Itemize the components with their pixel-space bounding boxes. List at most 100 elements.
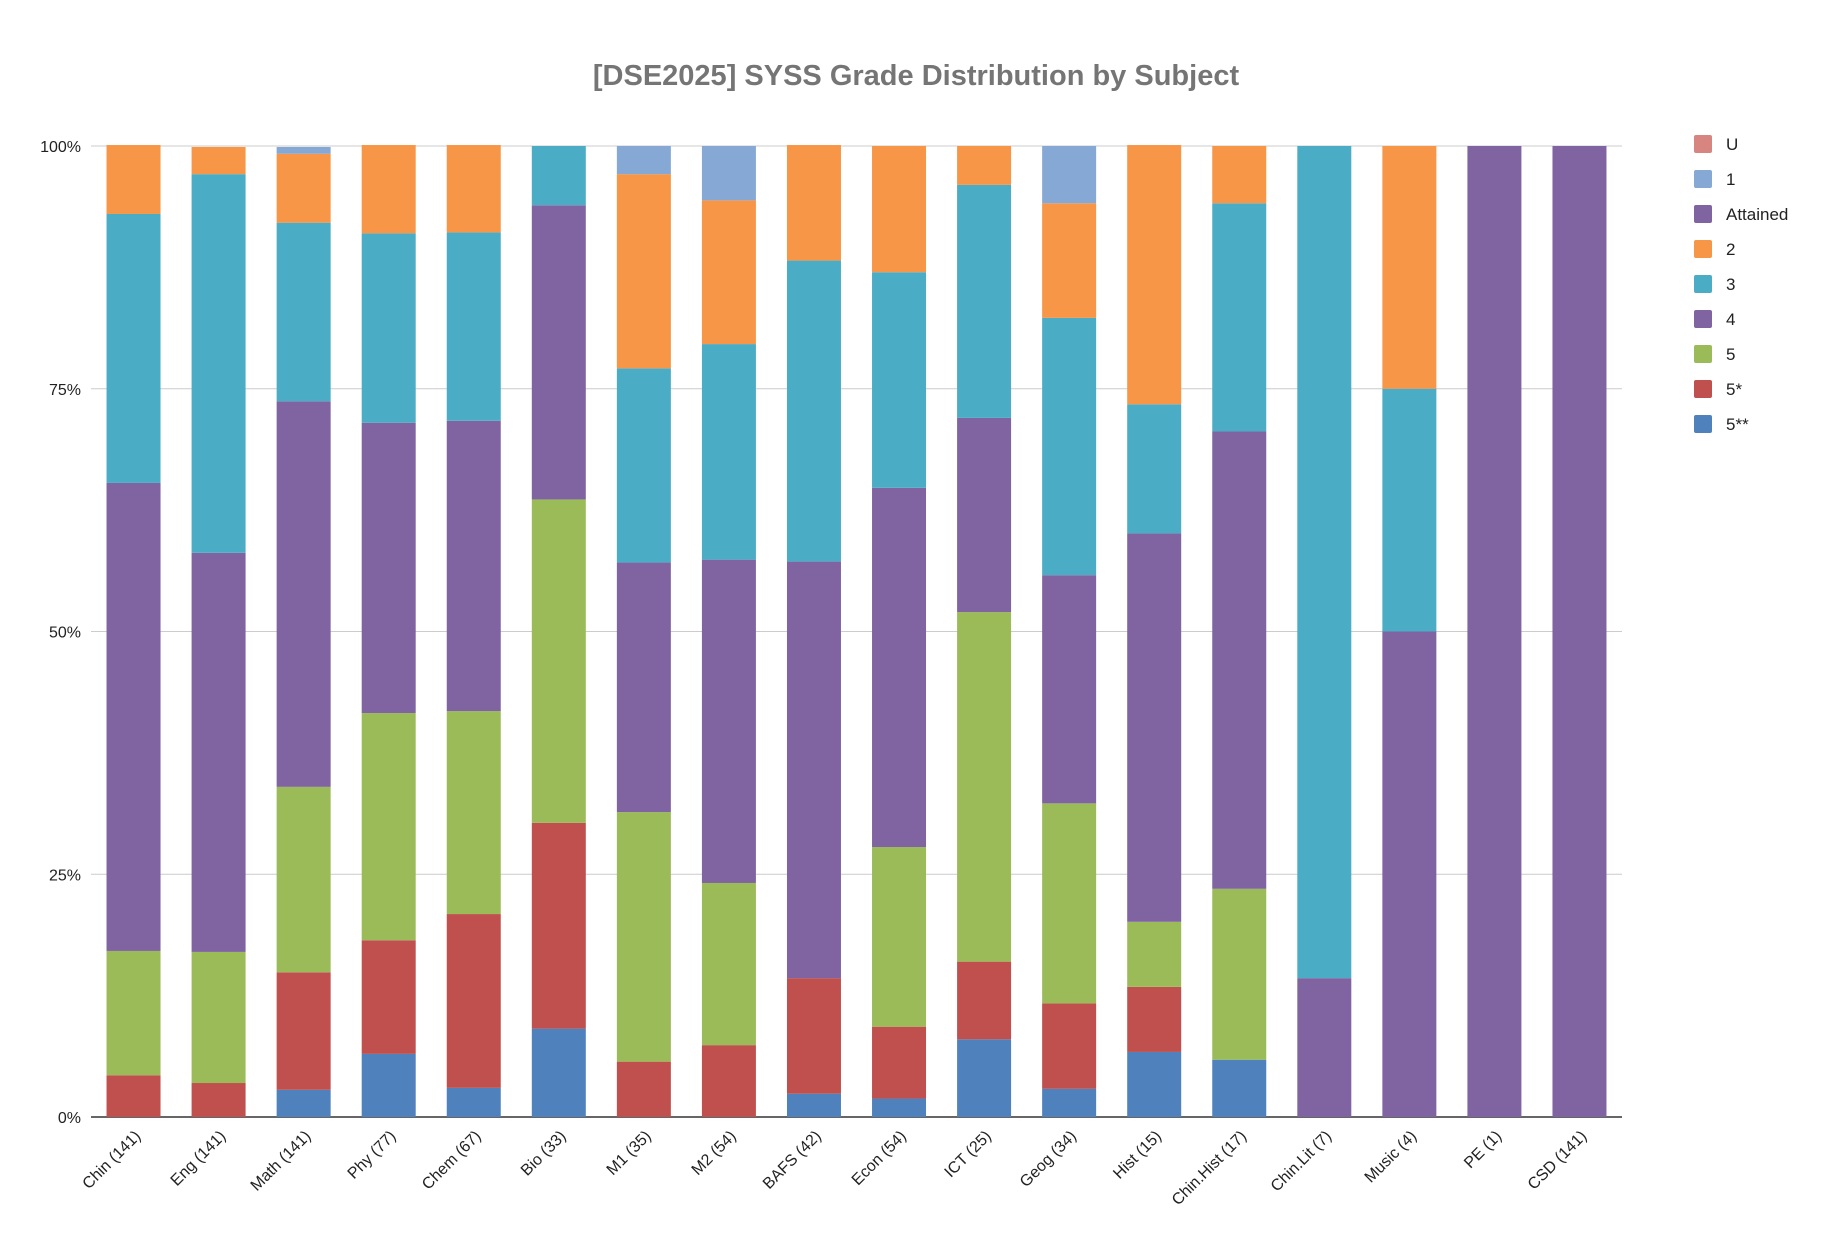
bar-segment-5*[interactable]	[446, 914, 501, 1088]
bar-segment-4[interactable]	[1382, 631, 1437, 1118]
bar-segment-2[interactable]	[872, 146, 927, 273]
bar-segment-5[interactable]	[1042, 803, 1097, 1004]
legend-item[interactable]: 3	[1694, 275, 1735, 294]
bar-segment-3[interactable]	[191, 174, 246, 553]
bar-segment-3[interactable]	[276, 222, 331, 402]
legend-item[interactable]: 2	[1694, 240, 1735, 259]
bar-segment-2[interactable]	[616, 174, 671, 369]
bar-segment-4[interactable]	[616, 562, 671, 813]
bar-segment-2[interactable]	[106, 145, 161, 214]
bar-segment-2[interactable]	[1042, 203, 1097, 318]
bar-segment-3[interactable]	[1297, 146, 1352, 979]
bar-segment-5*[interactable]	[616, 1061, 671, 1117]
bar-segment-3[interactable]	[1127, 404, 1182, 534]
legend-item[interactable]: 5	[1694, 345, 1735, 364]
bar-segment-5[interactable]	[1212, 888, 1267, 1060]
bar-segment-3[interactable]	[701, 344, 756, 560]
bar-segment-2[interactable]	[1382, 146, 1437, 389]
legend-item[interactable]: Attained	[1694, 205, 1788, 224]
bar-segment-4[interactable]	[106, 482, 161, 951]
bar-segment-5[interactable]	[446, 711, 501, 915]
bar-segment-1[interactable]	[701, 146, 756, 201]
bar-segment-4[interactable]	[361, 422, 416, 714]
bar-segment-5*[interactable]	[191, 1083, 246, 1117]
bar-segment-4[interactable]	[446, 420, 501, 712]
bar-segment-5*[interactable]	[957, 961, 1012, 1040]
bar-segment-4[interactable]	[957, 417, 1012, 613]
bar-segment-2[interactable]	[276, 153, 331, 223]
bar-segment-4[interactable]	[1127, 533, 1182, 922]
bar-segment-5[interactable]	[872, 847, 927, 1027]
bar-segment-5[interactable]	[1127, 921, 1182, 987]
bar-segment-2[interactable]	[1127, 145, 1182, 405]
bar-segment-5**[interactable]	[1127, 1051, 1182, 1117]
bar-segment-5**[interactable]	[361, 1053, 416, 1117]
bar-segment-5*[interactable]	[276, 972, 331, 1090]
bar-segment-3[interactable]	[531, 146, 586, 206]
bar-segment-3[interactable]	[872, 272, 927, 488]
bar-segment-1[interactable]	[616, 146, 671, 175]
bar-segment-5*[interactable]	[701, 1045, 756, 1117]
bar-segment-4[interactable]	[191, 552, 246, 952]
bar-segment-5*[interactable]	[1042, 1003, 1097, 1089]
bar-segment-5*[interactable]	[531, 822, 586, 1029]
bar-segment-3[interactable]	[1042, 317, 1097, 576]
bar-segment-4[interactable]	[1042, 575, 1097, 804]
bar-segment-2[interactable]	[361, 145, 416, 234]
bar-segment-5**[interactable]	[1212, 1059, 1267, 1117]
bar-segment-2[interactable]	[701, 200, 756, 345]
bar-segment-3[interactable]	[957, 184, 1012, 418]
bar-segment-2[interactable]	[957, 146, 1012, 185]
bar-segment-Attained[interactable]	[1467, 146, 1522, 1117]
bar-segment-3[interactable]	[786, 260, 841, 562]
bar-segment-5[interactable]	[361, 713, 416, 941]
bar-segment-3[interactable]	[1382, 388, 1437, 632]
legend-item[interactable]: U	[1694, 135, 1738, 154]
legend-item[interactable]: 4	[1694, 310, 1735, 329]
legend-item[interactable]: 1	[1694, 170, 1735, 189]
bar-segment-3[interactable]	[446, 232, 501, 421]
bar-segment-5**[interactable]	[872, 1098, 927, 1117]
bar-segment-2[interactable]	[446, 145, 501, 233]
bar-segment-5*[interactable]	[872, 1026, 927, 1099]
bar-segment-3[interactable]	[1212, 203, 1267, 432]
bar-segment-5[interactable]	[701, 882, 756, 1046]
bar-segment-5*[interactable]	[1127, 986, 1182, 1052]
bar-segment-5**[interactable]	[276, 1089, 331, 1117]
bar-segment-5[interactable]	[106, 950, 161, 1076]
bar-segment-5**[interactable]	[446, 1087, 501, 1117]
bar-segment-5**[interactable]	[531, 1028, 586, 1117]
bar-segment-1[interactable]	[276, 146, 331, 154]
bar-segment-3[interactable]	[616, 368, 671, 563]
bar-segment-3[interactable]	[361, 233, 416, 423]
legend-item[interactable]: 5**	[1694, 415, 1749, 434]
bar-segment-4[interactable]	[531, 205, 586, 500]
bar-segment-5[interactable]	[191, 951, 246, 1084]
bar-segment-5*[interactable]	[786, 978, 841, 1094]
bar-segment-5**[interactable]	[1042, 1088, 1097, 1117]
bar-segment-2[interactable]	[1212, 146, 1267, 204]
bar-segment-5[interactable]	[957, 612, 1012, 962]
bar-segment-2[interactable]	[786, 145, 841, 261]
bar-segment-5[interactable]	[276, 786, 331, 973]
bar-segment-4[interactable]	[1297, 978, 1352, 1117]
bar-segment-3[interactable]	[106, 213, 161, 483]
bar-segment-2[interactable]	[191, 146, 246, 175]
bar-segment-5**[interactable]	[957, 1039, 1012, 1117]
legend-swatch	[1694, 275, 1712, 293]
bar-segment-4[interactable]	[872, 487, 927, 848]
bar-segment-4[interactable]	[276, 401, 331, 787]
bar-segment-Attained[interactable]	[1552, 146, 1607, 1117]
bar-segment-5[interactable]	[616, 812, 671, 1062]
bar-segment-4[interactable]	[786, 561, 841, 979]
bar-stack	[1552, 146, 1607, 1117]
bar-segment-5[interactable]	[531, 499, 586, 823]
legend-item[interactable]: 5*	[1694, 380, 1742, 399]
bar-segment-4[interactable]	[701, 559, 756, 883]
bar-segment-5**[interactable]	[786, 1093, 841, 1117]
bar-segment-1[interactable]	[1042, 146, 1097, 204]
bar-segment-5*[interactable]	[106, 1075, 161, 1117]
bar-segment-4[interactable]	[1212, 431, 1267, 889]
bar-stack	[1382, 146, 1437, 1118]
bar-segment-5*[interactable]	[361, 940, 416, 1054]
